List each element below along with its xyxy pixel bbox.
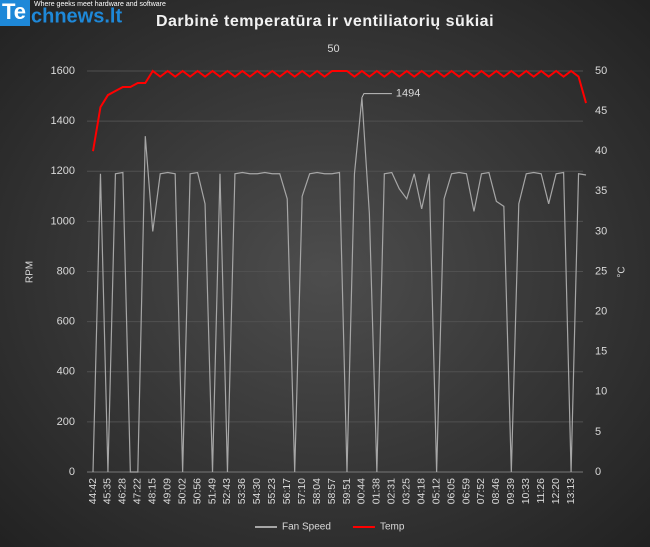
logo-name: chnews.lt <box>31 5 122 27</box>
y-tick-label: 1600 <box>51 65 75 77</box>
legend-label: Fan Speed <box>282 522 331 533</box>
x-tick-label: 02:31 <box>386 478 398 504</box>
x-tick-label: 51:49 <box>206 478 218 504</box>
x-tick-label: 55:23 <box>266 478 278 504</box>
x-tick-label: 54:30 <box>251 478 263 504</box>
y2-tick-label: 30 <box>595 225 607 237</box>
x-tick-label: 48:15 <box>147 478 159 504</box>
x-tick-label: 50:02 <box>176 478 188 504</box>
y-axis-label: RPM <box>25 261 36 283</box>
y-tick-label: 0 <box>69 466 75 478</box>
x-tick-label: 50:56 <box>191 478 203 504</box>
x-tick-label: 13:13 <box>565 478 577 504</box>
x-tick-label: 12:20 <box>550 478 562 504</box>
y2-tick-label: 45 <box>595 105 607 117</box>
y-tick-label: 800 <box>57 265 75 277</box>
x-tick-label: 56:17 <box>281 478 293 504</box>
y2-axis-label: °C <box>617 266 628 277</box>
logo-box <box>0 0 30 26</box>
y2-tick-label: 15 <box>595 346 607 358</box>
series-line <box>92 97 587 473</box>
y-tick-label: 1400 <box>51 115 75 127</box>
x-tick-label: 58:57 <box>326 478 338 504</box>
x-tick-label: 53:36 <box>236 478 248 504</box>
x-tick-label: 47:22 <box>132 478 144 504</box>
y2-tick-label: 40 <box>595 145 607 157</box>
logo-tagline: Where geeks meet hardware and software <box>34 1 166 8</box>
series-line <box>92 69 587 152</box>
legend-label: Temp <box>380 522 405 533</box>
label-leader <box>361 93 392 98</box>
y2-tick-label: 35 <box>595 185 607 197</box>
x-tick-label: 45:35 <box>102 478 114 504</box>
x-tick-label: 06:05 <box>445 478 457 504</box>
x-tick-label: 09:39 <box>505 478 517 504</box>
y2-tick-label: 20 <box>595 306 607 318</box>
data-label: 1494 <box>396 87 420 99</box>
y-tick-label: 200 <box>57 416 75 428</box>
y-tick-label: 1000 <box>51 215 75 227</box>
x-tick-label: 08:46 <box>490 478 502 504</box>
x-tick-label: 05:12 <box>430 478 442 504</box>
y2-tick-label: 50 <box>595 65 607 77</box>
y2-tick-label: 0 <box>595 466 601 478</box>
x-tick-label: 46:28 <box>117 478 129 504</box>
y-tick-label: 600 <box>57 316 75 328</box>
x-tick-label: 01:38 <box>371 478 383 504</box>
x-tick-label: 52:43 <box>221 478 233 504</box>
y-tick-label: 400 <box>57 366 75 378</box>
y2-tick-label: 10 <box>595 386 607 398</box>
x-tick-label: 59:51 <box>341 478 353 504</box>
x-tick-label: 04:18 <box>415 478 427 504</box>
logo-prefix: Te <box>2 0 26 24</box>
x-tick-label: 57:10 <box>296 478 308 504</box>
y-tick-label: 1200 <box>51 165 75 177</box>
x-tick-label: 07:52 <box>475 478 487 504</box>
x-tick-label: 44:42 <box>87 478 99 504</box>
y2-tick-label: 25 <box>595 265 607 277</box>
data-label: 50 <box>327 43 339 55</box>
x-tick-label: 58:04 <box>311 478 323 504</box>
x-tick-label: 06:59 <box>460 478 472 504</box>
y2-tick-label: 5 <box>595 426 601 438</box>
x-tick-label: 03:25 <box>401 478 413 504</box>
chart-title: Darbinė temperatūra ir ventiliatorių sūk… <box>156 13 494 30</box>
x-tick-label: 49:09 <box>161 478 173 504</box>
x-tick-label: 00:44 <box>356 478 368 504</box>
x-tick-label: 11:26 <box>535 478 547 504</box>
x-tick-label: 10:33 <box>520 478 532 504</box>
